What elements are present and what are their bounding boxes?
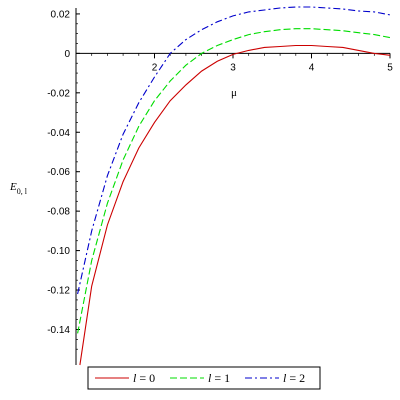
series-line-0: [79, 44, 391, 366]
y-tick-label: -0.04: [47, 128, 70, 139]
y-tick-label: -0.14: [47, 325, 70, 336]
y-axis-label-sub: 0, l: [17, 187, 28, 196]
axes: 0.02 0 -0.02 -0.04 -0.06 -0.08 -0.10 -0.12 -0.14…: [47, 8, 393, 365]
y-tick-label: -0.10: [47, 246, 70, 257]
x-axis-label: μ: [231, 87, 237, 99]
y-tick-label: -0.06: [47, 167, 70, 178]
series-line-2: [77, 6, 391, 295]
legend-items: l = 0 l = 1 l = 2: [95, 371, 305, 385]
y-axis-label: E0, l: [9, 181, 28, 196]
y-axis-label-main: E: [9, 181, 17, 193]
y-tick-label: -0.02: [47, 88, 70, 99]
x-tick-label: 3: [230, 62, 236, 73]
series-layer: [77, 6, 391, 366]
legend-label-0: l = 0: [133, 371, 155, 385]
labels-layer: μ E0, l: [9, 87, 237, 196]
legend-label-1: l = 1: [208, 371, 230, 385]
x-tick-label: 2: [152, 62, 158, 73]
y-tick-label: 0: [64, 49, 70, 60]
y-tick-label: -0.12: [47, 286, 70, 297]
x-tick-label: 4: [309, 62, 315, 73]
x-tick-label: 5: [387, 62, 393, 73]
legend-label-2: l = 2: [283, 371, 305, 385]
legend: l = 0 l = 1 l = 2: [87, 366, 321, 390]
y-tick-label: -0.08: [47, 207, 70, 218]
series-line-1: [77, 28, 391, 334]
y-tick-label: 0.02: [51, 9, 71, 20]
